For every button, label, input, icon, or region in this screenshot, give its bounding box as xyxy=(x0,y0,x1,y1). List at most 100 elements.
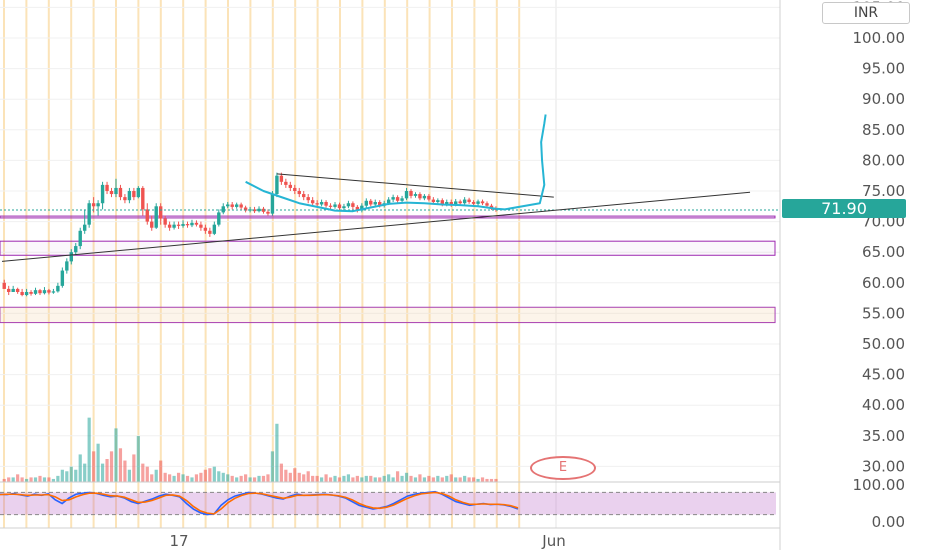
candle-body xyxy=(118,187,123,198)
oscillator-tick-label: 0.00 xyxy=(872,513,905,531)
candle-body xyxy=(96,203,100,207)
candle-body xyxy=(266,211,270,214)
candle-body xyxy=(315,203,319,205)
volume-bar xyxy=(302,474,306,482)
candle-body xyxy=(369,200,373,205)
descending-trendline xyxy=(276,173,554,198)
volume-bar xyxy=(431,477,435,482)
candle-body xyxy=(355,206,360,211)
volume-bar xyxy=(20,477,24,482)
candle-body xyxy=(373,202,377,205)
volume-bar xyxy=(369,475,373,482)
volume-bar xyxy=(132,454,136,482)
volume-bar xyxy=(65,471,69,482)
volume-bar xyxy=(141,463,145,482)
volume-bar xyxy=(168,474,172,482)
candle-body xyxy=(15,288,20,292)
y-axis-labels: 105.00100.0095.0090.0085.0080.0075.0070.… xyxy=(853,0,906,531)
candle-body xyxy=(257,208,261,212)
candle-body xyxy=(163,218,167,225)
volume-bar xyxy=(360,477,364,482)
currency-label[interactable]: INR xyxy=(822,2,910,24)
volume-bar xyxy=(440,477,444,482)
candle-body xyxy=(65,261,69,271)
volume-bar xyxy=(391,477,395,482)
volume-bar xyxy=(248,477,252,482)
candle-body xyxy=(132,191,136,198)
candle-body xyxy=(226,204,230,207)
volume-bar xyxy=(145,466,149,482)
y-tick-label: 100.00 xyxy=(853,29,906,47)
volume-bar xyxy=(489,478,494,482)
earnings-event-marker[interactable]: E xyxy=(530,456,596,480)
volume-bar xyxy=(221,472,225,482)
candle-body xyxy=(462,199,467,204)
volume-bar xyxy=(454,477,458,482)
x-axis-labels: 17 Jun xyxy=(169,532,565,550)
vertical-gridlines xyxy=(3,0,557,528)
candle-body xyxy=(141,187,145,210)
candle-body xyxy=(395,197,400,201)
candle-body xyxy=(239,204,243,208)
horizontal-gridlines xyxy=(0,6,780,467)
y-tick-label: 65.00 xyxy=(862,243,905,261)
candle-body xyxy=(20,291,24,296)
axes xyxy=(0,0,781,550)
volume-bar xyxy=(127,469,131,482)
candle-body xyxy=(194,222,199,225)
volume-bar xyxy=(494,478,498,482)
volume-bars xyxy=(2,417,498,482)
volume-bar xyxy=(342,475,346,482)
volume-bar xyxy=(163,472,167,482)
volume-bar xyxy=(328,477,333,482)
volume-bar xyxy=(364,475,368,482)
volume-bar xyxy=(320,477,324,482)
candle-body xyxy=(38,290,42,294)
candle-body xyxy=(409,191,413,196)
candle-body xyxy=(87,203,91,225)
volume-bar xyxy=(208,468,212,482)
candle-body xyxy=(360,205,364,211)
candle-body xyxy=(279,175,284,182)
oscillator-tick-label: 100.00 xyxy=(853,476,906,494)
volume-bar xyxy=(293,468,297,482)
volume-bar xyxy=(69,466,73,482)
candle-body xyxy=(489,205,494,209)
candle-body xyxy=(422,195,427,199)
candle-body xyxy=(297,191,301,195)
volume-bar xyxy=(42,477,47,482)
ascending-trendline xyxy=(1,191,751,262)
volume-bar xyxy=(373,477,377,482)
volume-bar xyxy=(422,477,427,482)
candle-body xyxy=(400,198,404,201)
volume-bar xyxy=(427,475,431,482)
projection-curve xyxy=(245,114,547,213)
candlesticks xyxy=(2,172,498,297)
candle-body xyxy=(74,246,78,253)
candle-body xyxy=(413,194,418,196)
volume-bar xyxy=(275,423,279,482)
volume-bar xyxy=(351,477,355,482)
candle-body xyxy=(60,270,65,286)
volume-bar xyxy=(458,477,462,482)
volume-bar xyxy=(7,477,11,482)
candle-body xyxy=(154,206,158,228)
candle-body xyxy=(319,202,324,205)
y-tick-label: 55.00 xyxy=(862,304,905,322)
volume-bar xyxy=(279,463,283,482)
candle-body xyxy=(221,206,225,213)
candle-body xyxy=(454,201,458,205)
volume-bar xyxy=(471,477,476,482)
volume-bar xyxy=(83,463,87,482)
candle-body xyxy=(337,204,342,209)
candle-body xyxy=(145,209,149,222)
candle-body xyxy=(378,202,382,206)
candle-body xyxy=(310,200,315,204)
candle-body xyxy=(458,201,462,204)
volume-bar xyxy=(311,475,315,482)
candle-body xyxy=(243,207,248,211)
candle-body xyxy=(172,224,176,228)
candle-body xyxy=(449,202,453,205)
volume-bar xyxy=(382,475,386,482)
